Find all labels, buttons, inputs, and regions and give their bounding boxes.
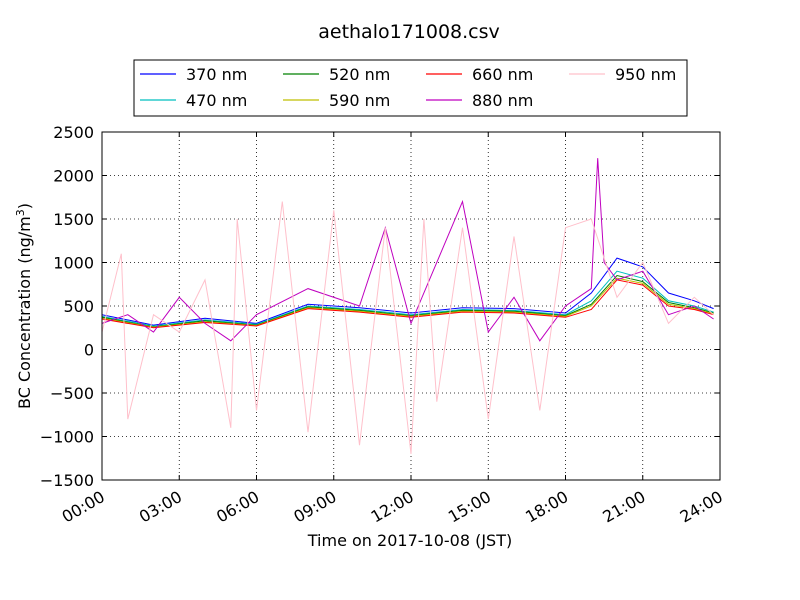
legend-label-5: 660 nm xyxy=(472,65,533,84)
y-tick-label: −1000 xyxy=(40,428,94,447)
x-tick-label: 12:00 xyxy=(368,487,417,527)
y-tick-label: −1500 xyxy=(40,471,94,490)
y-tick-label: 2500 xyxy=(53,123,94,142)
y-tick-label: 0 xyxy=(84,341,94,360)
plot-frame xyxy=(101,131,721,481)
legend-label-1: 370 nm xyxy=(186,65,247,84)
x-tick-label: 24:00 xyxy=(677,487,726,527)
x-tick-label: 00:00 xyxy=(59,487,108,527)
legend-frame xyxy=(133,59,688,117)
legend-label-2: 470 nm xyxy=(186,91,247,110)
legend-label-3: 520 nm xyxy=(329,65,390,84)
series-line-2 xyxy=(101,270,714,327)
x-tick-label: 09:00 xyxy=(290,487,339,527)
chart-title: aethalo171008.csv xyxy=(318,21,500,43)
x-tick-label: 18:00 xyxy=(522,487,571,527)
y-tick-label: 500 xyxy=(63,297,94,316)
y-tick-label: 1000 xyxy=(53,254,94,273)
x-axis-label: Time on 2017-10-08 (JST) xyxy=(307,531,512,550)
y-tick-label: 2000 xyxy=(53,167,94,186)
x-tick-label: 15:00 xyxy=(445,487,494,527)
x-tick-label: 21:00 xyxy=(599,487,648,527)
y-tick-label: −500 xyxy=(50,384,94,403)
x-tick-label: 06:00 xyxy=(213,487,262,527)
series-layer xyxy=(101,158,714,454)
y-axis-label-sup: 3 xyxy=(14,209,27,216)
x-tick-label: 03:00 xyxy=(136,487,185,527)
y-tick-label: 1500 xyxy=(53,210,94,229)
y-axis-label-close: ) xyxy=(15,203,34,209)
y-axis-label: BC Concentration (ng/m3) xyxy=(14,203,34,409)
series-line-7 xyxy=(101,201,714,454)
y-axis-label-main: BC Concentration (ng/m xyxy=(15,216,34,409)
legend-label-7: 950 nm xyxy=(615,65,676,84)
legend-label-4: 590 nm xyxy=(329,91,390,110)
series-line-1 xyxy=(101,257,714,326)
series-line-6 xyxy=(101,158,714,342)
legend-label-6: 880 nm xyxy=(472,91,533,110)
legend: 370 nm 470 nm 520 nm 590 nm 660 nm 880 nm 950 … xyxy=(133,59,688,117)
series-line-5 xyxy=(101,279,714,329)
